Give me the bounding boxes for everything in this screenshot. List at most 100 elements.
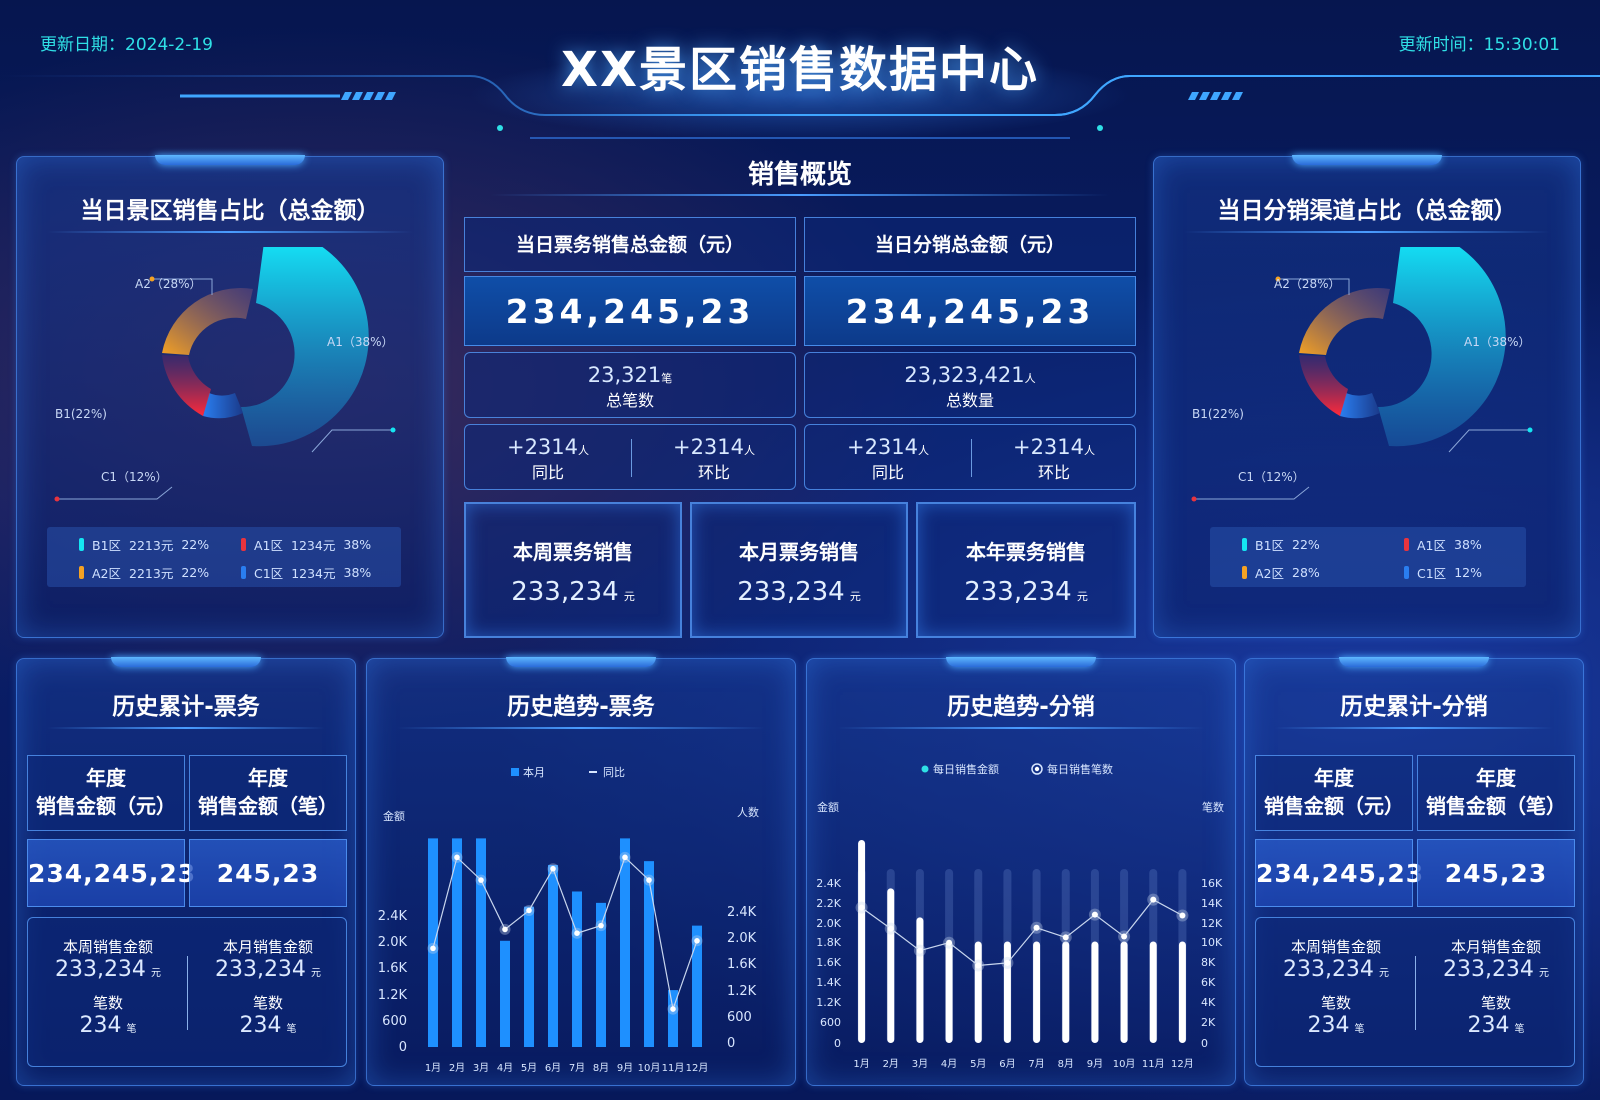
x-tick-label: 11月: [662, 1062, 685, 1074]
legend-ring-dot: [1034, 766, 1040, 772]
right-axis-label: 人数: [737, 806, 759, 819]
count-label: 笔数: [1480, 994, 1511, 1012]
legend-pct: 28%: [1292, 565, 1320, 580]
hist-col1-value-box: 234,245,23: [27, 839, 195, 907]
point: [1062, 934, 1069, 941]
donut-segment-b1: [1299, 355, 1348, 416]
annual-count-value: 245,23: [1444, 859, 1548, 888]
count-label: 笔数: [252, 994, 283, 1012]
x-tick-label: 3月: [912, 1058, 928, 1070]
y-tick-label: 0: [399, 1040, 407, 1055]
tile-title: 本年票务销售: [966, 540, 1086, 564]
panel-tab: [155, 155, 305, 165]
overview-underline: [490, 194, 1110, 196]
legend-item: A1区 38%: [1404, 535, 1482, 554]
yoy-label: 同比: [871, 463, 904, 482]
trend-ticket-panel: 历史趋势-票务 本月 同比 金额 人数 0 600 1.2K 1.6K 2.0K 2.4K 0 600…: [366, 657, 796, 1086]
y2-tick-label: 14K: [1201, 897, 1223, 910]
bar: [1062, 941, 1070, 1043]
y2-tick-label: 2.4K: [727, 905, 757, 920]
dist-count-label: 总数量: [945, 391, 994, 410]
divider: [631, 439, 632, 477]
col-head-line1: 年度: [86, 766, 126, 790]
x-tick-label: 12月: [1171, 1058, 1194, 1070]
x-tick-label: 7月: [1028, 1058, 1044, 1070]
scenic-donut-chart: [54, 247, 396, 502]
x-tick-label: 1月: [425, 1062, 441, 1074]
x-tick-label: 10月: [638, 1062, 661, 1074]
y-tick-label: 1.6K: [816, 956, 841, 969]
count-value: 234: [239, 1013, 282, 1038]
point: [946, 939, 953, 946]
y2-tick-label: 12K: [1201, 917, 1223, 930]
donut-label-b1: B1(22%): [1192, 407, 1244, 421]
panel-tab: [1339, 657, 1489, 667]
bar: [1033, 941, 1041, 1043]
legend-amount: 2213元: [129, 566, 174, 581]
count-value: 234: [1307, 1013, 1350, 1038]
y-tick-label: 600: [382, 1014, 407, 1029]
bar: [596, 902, 606, 1047]
legend-area: C1区: [1417, 566, 1447, 581]
legend-area: A2区: [1255, 566, 1285, 581]
legend-label: 每日销售金额: [933, 762, 999, 776]
y-tick-label: 2.0K: [816, 917, 841, 930]
col-head-line1: 年度: [1476, 766, 1516, 790]
panel-title: 历史趋势-票务: [507, 694, 655, 720]
point: [574, 930, 580, 937]
count-value: 234: [1467, 1013, 1510, 1038]
donut-label-a2: A2（28%）: [135, 277, 202, 291]
bar: [974, 941, 982, 1043]
update-time: 更新时间：15:30:01: [1398, 35, 1560, 55]
y-tick-label: 1.2K: [816, 996, 841, 1009]
donut-label-c1: C1（12%）: [1238, 470, 1305, 484]
title-underline: [47, 727, 325, 729]
hist-col2-head: 年度 销售金额（笔）: [1417, 755, 1575, 831]
month-unit: 元: [311, 968, 322, 979]
panel-tab: [1292, 155, 1442, 165]
week-value: 233,234: [1282, 957, 1374, 982]
bar: [524, 906, 534, 1047]
trend-dist-panel: 历史趋势-分销 每日销售金额 每日销售笔数 金额 笔数 0 600 1.2K 1.4K 1.6K…: [806, 657, 1236, 1086]
dist-total-value-box: 234,245,23: [804, 276, 1136, 346]
tile-unit: 元: [849, 590, 861, 603]
week-label: 本周销售金额: [62, 938, 153, 956]
col-head-line2: 销售金额（笔）: [198, 794, 338, 818]
bar: [916, 917, 924, 1043]
bar: [620, 838, 630, 1047]
week-block: 本周销售金额 233,234 元 笔数 234 笔: [28, 936, 188, 1038]
dist-compare-box: +2314人 同比 +2314人 环比: [804, 424, 1136, 490]
dist-total-header: 当日分销总金额（元）: [804, 217, 1136, 272]
legend-item: A1区 1234元 38%: [241, 535, 371, 554]
x-tick-label: 6月: [545, 1062, 561, 1074]
x-tick-label: 3月: [473, 1062, 489, 1074]
right-axis-label: 笔数: [1202, 800, 1224, 814]
mom-label: 环比: [697, 463, 730, 482]
divider: [971, 439, 972, 477]
left-axis-label: 金额: [817, 800, 839, 814]
ticket-count-unit: 笔: [661, 372, 673, 385]
annual-count-value: 245,23: [216, 859, 320, 888]
month-block: 本月销售金额 233,234 元 笔数 234 笔: [188, 936, 348, 1038]
bar: [945, 941, 953, 1043]
legend-pct: 22%: [181, 565, 210, 580]
x-tick-label: 5月: [970, 1058, 986, 1070]
panel-tab: [946, 657, 1096, 667]
bar: [1091, 941, 1099, 1043]
bar: [692, 925, 702, 1047]
bar: [1003, 941, 1011, 1043]
x-tick-label: 2月: [883, 1058, 899, 1070]
y-tick-label: 2.2K: [816, 897, 841, 910]
year-ticket-tile: 本年票务销售 233,234 元: [916, 502, 1136, 638]
count-unit: 笔: [1354, 1024, 1365, 1035]
y2-tick-label: 18K: [1201, 739, 1223, 742]
dist-total-value: 234,245,23: [845, 292, 1095, 331]
tile-title: 本月票务销售: [739, 540, 859, 564]
legend-marker-icon: [1242, 566, 1247, 579]
legend-marker-icon: [1242, 538, 1247, 551]
hist-col2-value-box: 245,23: [189, 839, 347, 907]
legend-pct: 22%: [1292, 537, 1320, 552]
point: [1179, 912, 1186, 919]
legend-item: B1区 22%: [1242, 535, 1320, 554]
month-label: 本月销售金额: [1450, 938, 1541, 956]
